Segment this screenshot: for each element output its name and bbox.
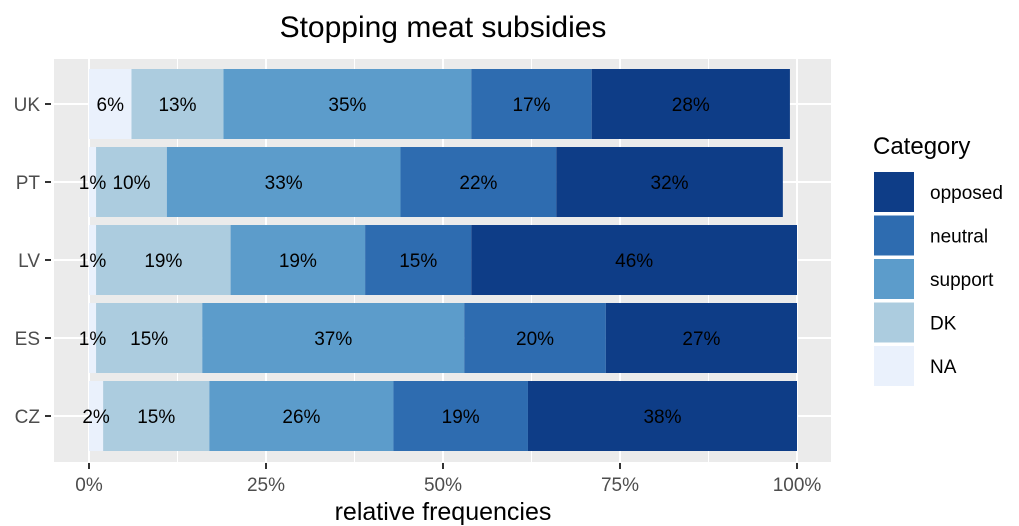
bar-neutral-pt xyxy=(400,147,557,217)
x-tick-label: 75% xyxy=(601,475,639,496)
bar-neutral-uk xyxy=(471,69,592,139)
y-tick-label: PT xyxy=(16,173,41,194)
x-tick-label: 50% xyxy=(424,475,462,496)
bar-label: 15% xyxy=(137,407,175,428)
legend-label-support: support xyxy=(930,270,994,291)
y-tick-label: CZ xyxy=(15,407,41,428)
bar-na-uk xyxy=(89,69,132,139)
x-axis-labels: 0% 25% 50% 75% 100% xyxy=(75,463,821,496)
legend-key-opposed xyxy=(874,172,914,212)
bar-label: 37% xyxy=(314,329,352,350)
bar-support-uk xyxy=(223,69,472,139)
legend-label-neutral: neutral xyxy=(930,227,988,248)
bar-label: 17% xyxy=(512,95,550,116)
bar-dk-pt xyxy=(96,147,167,217)
legend-label-opposed: opposed xyxy=(930,183,1003,204)
bar-label: 20% xyxy=(516,329,554,350)
bar-label: 19% xyxy=(144,251,182,272)
bar-dk-cz xyxy=(103,381,210,451)
bar-label: 1% xyxy=(79,329,107,350)
bar-label: 2% xyxy=(82,407,110,428)
bar-na-lv xyxy=(89,225,97,295)
legend-key-dk xyxy=(874,302,914,343)
bar-dk-lv xyxy=(96,225,231,295)
bar-support-lv xyxy=(230,225,366,295)
bar-opposed-es xyxy=(605,303,797,373)
y-axis-labels: UK PT LV ES CZ xyxy=(14,95,51,428)
bar-label: 35% xyxy=(328,95,366,116)
x-axis-title: relative frequencies xyxy=(335,498,552,526)
bar-label: 19% xyxy=(442,407,480,428)
bar-label: 38% xyxy=(643,407,681,428)
bar-neutral-cz xyxy=(393,381,528,451)
bar-opposed-uk xyxy=(591,69,790,139)
bar-label: 32% xyxy=(651,173,689,194)
bar-label: 15% xyxy=(399,251,437,272)
y-tick-label: LV xyxy=(18,251,40,272)
bar-label: 26% xyxy=(282,407,320,428)
x-tick-label: 100% xyxy=(773,475,822,496)
legend-key-neutral xyxy=(874,215,914,256)
bar-na-es xyxy=(89,303,97,373)
bar-opposed-cz xyxy=(527,381,797,451)
bar-label: 19% xyxy=(279,251,317,272)
bar-label: 13% xyxy=(158,95,196,116)
bar-support-cz xyxy=(209,381,394,451)
y-tick-label: UK xyxy=(14,95,41,116)
legend: Category opposed neutral support DK NA xyxy=(873,133,1003,386)
legend-key-na xyxy=(874,346,914,386)
bars-group: 6% 13% 35% 17% 28%1% 10% 33% 22% 32%1% 19% 19% 15% 4… xyxy=(79,69,797,451)
bar-label: 1% xyxy=(79,173,107,194)
bar-dk-uk xyxy=(131,69,224,139)
bar-label: 1% xyxy=(79,251,107,272)
bar-neutral-lv xyxy=(365,225,472,295)
bar-label: 22% xyxy=(459,173,497,194)
legend-label-na: NA xyxy=(930,357,957,378)
bar-na-cz xyxy=(89,381,104,451)
bar-label: 15% xyxy=(130,329,168,350)
x-tick-label: 25% xyxy=(247,475,285,496)
bar-support-pt xyxy=(166,147,401,217)
bar-label: 27% xyxy=(682,329,720,350)
legend-title: Category xyxy=(873,133,970,160)
bar-label: 33% xyxy=(265,173,303,194)
bar-dk-es xyxy=(96,303,203,373)
bar-label: 28% xyxy=(672,95,710,116)
x-tick-label: 0% xyxy=(75,475,103,496)
chart-title: Stopping meat subsidies xyxy=(280,11,607,44)
bar-opposed-pt xyxy=(556,147,783,217)
bar-neutral-es xyxy=(464,303,606,373)
bar-label: 46% xyxy=(615,251,653,272)
y-tick-label: ES xyxy=(15,329,40,350)
bar-label: 6% xyxy=(97,95,125,116)
legend-key-support xyxy=(874,259,914,299)
bar-na-pt xyxy=(89,147,97,217)
legend-label-dk: DK xyxy=(930,314,957,335)
bar-label: 10% xyxy=(112,173,150,194)
bar-opposed-lv xyxy=(471,225,797,295)
bar-support-es xyxy=(202,303,465,373)
